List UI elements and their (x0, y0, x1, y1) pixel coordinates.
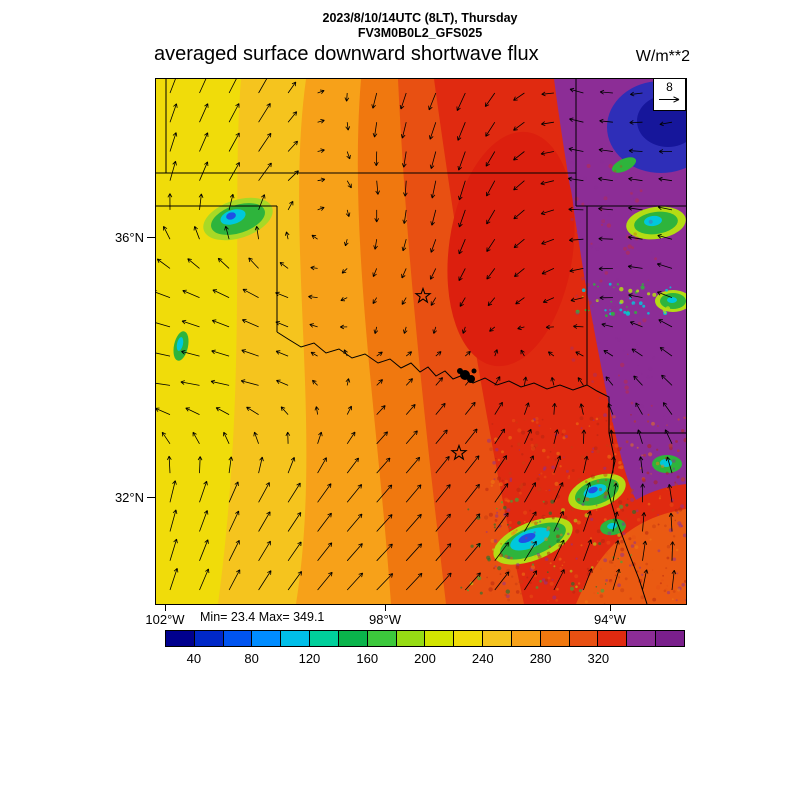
colorbar-segment (656, 631, 684, 646)
vector-key-arrow-icon (659, 96, 680, 103)
state-borders (156, 79, 686, 604)
map-canvas (156, 79, 686, 604)
border-TX-AR-LA (586, 384, 648, 604)
longitude-tick (610, 604, 611, 611)
colorbar-segment (425, 631, 455, 646)
colorbar-segment (338, 631, 368, 646)
colorbar-segment (598, 631, 628, 646)
colorbar-segment (310, 631, 339, 646)
colorbar-segment (627, 631, 657, 646)
border-TX-OK-red-river (276, 331, 588, 391)
header-model: FV3M0B0L2_GFS025 (357, 26, 483, 40)
colorbar-tick-label: 160 (356, 651, 379, 666)
colorbar-segment (569, 631, 599, 646)
colorbar-tick-label: 280 (529, 651, 552, 666)
colorbar-tick-label: 200 (414, 651, 436, 666)
cloud (176, 337, 184, 351)
colorbar (165, 630, 685, 647)
star-marker (450, 443, 468, 461)
colorbar-segment (223, 631, 253, 646)
lake (471, 368, 477, 374)
colorbar-segment (396, 631, 426, 646)
colorbar-segment (540, 631, 570, 646)
colorbar-segment (483, 631, 512, 646)
latitude-tick (147, 237, 155, 238)
cloud (644, 215, 662, 227)
longitude-tick (385, 604, 386, 611)
min-max-label: Min= 23.4 Max= 349.1 (200, 610, 325, 624)
colorbar-segment (511, 631, 541, 646)
y-axis-label-36n: 36°N (114, 230, 144, 245)
colorbar-tick-label: 240 (471, 651, 494, 666)
cloud (667, 297, 677, 303)
colorbar-segment (252, 631, 282, 646)
vector-key-value: 8 (666, 80, 673, 94)
colorbar-segment (166, 631, 195, 646)
wind-arrows (156, 79, 677, 591)
cloud-low-flux-blobs (173, 81, 686, 565)
colorbar-segment (194, 631, 224, 646)
colorbar-tick-label: 320 (587, 651, 610, 666)
longitude-tick (165, 604, 166, 611)
x-axis-label-94w: 94°W (594, 612, 626, 627)
colorbar-segment (454, 631, 484, 646)
map-frame (155, 78, 687, 605)
colorbar-segment (367, 631, 397, 646)
colorbar-tick-label: 80 (244, 651, 259, 666)
cloud (588, 486, 598, 494)
header-datetime: 2023/8/10/14UTC (8LT), Thursday (322, 11, 518, 25)
flux-band (576, 509, 686, 604)
vector-key-box: 8 (653, 78, 686, 111)
latitude-tick (147, 497, 155, 498)
colorbar-labels: 40 80 120 160 200 240 280 320 (165, 651, 685, 667)
x-axis-label-98w: 98°W (369, 612, 401, 627)
units-label: W/m**2 (635, 48, 690, 65)
x-axis-label-102w: 102°W (145, 612, 185, 627)
cloud (611, 157, 637, 173)
star-marker (414, 286, 432, 304)
red-core (447, 131, 575, 367)
cloud (226, 212, 236, 220)
colorbar-tick-label: 40 (186, 651, 202, 666)
station-stars (414, 286, 468, 461)
y-axis-label-32n: 32°N (114, 490, 144, 505)
page-title: averaged surface downward shortwave flux (154, 43, 539, 65)
colorbar-tick-label: 120 (298, 651, 321, 666)
colorbar-segment (281, 631, 311, 646)
lake (457, 368, 463, 374)
